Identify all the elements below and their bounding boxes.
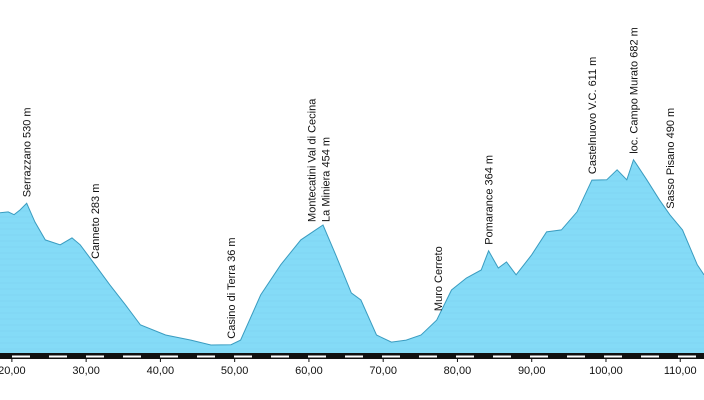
scale-segment: [308, 355, 326, 358]
scale-segment: [345, 355, 363, 358]
scale-segment: [493, 355, 511, 358]
x-tick-label: 50,00: [221, 365, 249, 377]
scale-segment: [123, 355, 141, 358]
place-label: Pomarance 364 m: [484, 155, 496, 245]
scale-segment: [197, 355, 215, 358]
x-tick-label: 30,00: [72, 365, 100, 377]
place-label: Castelnuovo V.C. 611 m: [587, 57, 599, 174]
profile-line: [0, 158, 704, 346]
place-label: Montecatini Val di Cecina: [307, 98, 319, 222]
area-fill: [0, 159, 704, 355]
place-label: Serrazzano 530 m: [22, 107, 34, 197]
scale-segment: [271, 355, 289, 358]
x-tick-label: 100,00: [589, 365, 623, 377]
place-label: Casino di Terra 36 m: [226, 237, 238, 338]
place-label: loc. Campo Murato 682 m: [628, 27, 640, 154]
place-label: La Miniera 454 m: [321, 137, 333, 222]
scale-segment: [12, 355, 30, 358]
scale-segment: [567, 355, 585, 358]
scale-segment: [86, 355, 104, 358]
scale-segment: [678, 355, 696, 358]
scale-segment: [604, 355, 622, 358]
scale-segment: [160, 355, 178, 358]
place-label: Muro Cerreto: [433, 246, 445, 311]
scale-segment: [456, 355, 474, 358]
place-label: Sasso Pisano 490 m: [665, 108, 677, 209]
scale-segment: [419, 355, 437, 358]
x-tick-label: 20,00: [0, 365, 26, 377]
x-tick-label: 80,00: [444, 365, 472, 377]
scale-segment: [49, 355, 67, 358]
scale-segment: [530, 355, 548, 358]
x-tick-label: 40,00: [147, 365, 175, 377]
scale-segment: [382, 355, 400, 358]
scale-segment: [641, 355, 659, 358]
x-tick-label: 60,00: [295, 365, 323, 377]
x-tick-label: 90,00: [518, 365, 546, 377]
x-tick-label: 70,00: [369, 365, 397, 377]
place-label: Canneto 283 m: [90, 184, 102, 259]
scale-segment: [234, 355, 252, 358]
x-tick-label: 110,00: [664, 365, 697, 377]
